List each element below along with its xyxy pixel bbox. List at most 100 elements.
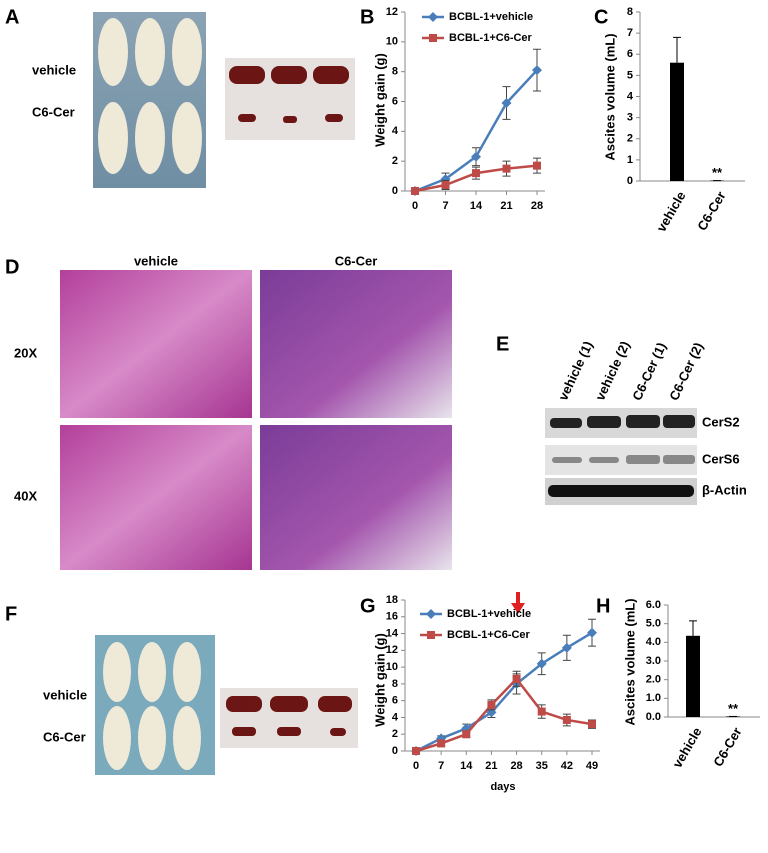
marker [472, 169, 480, 178]
x-tick-label: 0 [412, 200, 418, 212]
y-tick-label: 0 [392, 185, 398, 197]
marker [412, 747, 420, 755]
row-label: C6-Cer [43, 729, 86, 744]
bar [670, 62, 684, 182]
error-bar [689, 620, 697, 636]
y-tick-label: 0.0 [646, 711, 661, 723]
panel-label: A [5, 6, 19, 28]
y-tick-label: 7 [627, 27, 633, 39]
panel-label: D [5, 256, 19, 278]
lane-label: C6-Cer (2) [666, 340, 706, 403]
spleens [229, 66, 349, 123]
marker [588, 720, 596, 729]
y-tick-label: 2 [392, 728, 398, 740]
row-label: 40X [14, 488, 37, 503]
y-tick-label: 18 [386, 594, 398, 606]
x-tick-label: 49 [586, 760, 598, 772]
panel-label: E [496, 333, 509, 355]
y-tick-label: 4 [392, 125, 399, 137]
marker [437, 739, 446, 748]
y-tick-label: 3 [627, 112, 633, 124]
y-tick-label: 6.0 [646, 599, 661, 611]
histology-image [260, 270, 452, 418]
marker [536, 658, 547, 669]
bar [686, 635, 700, 717]
x-axis-label: days [490, 781, 515, 793]
legend-marker [427, 631, 435, 639]
x-tick-label: 0 [413, 760, 419, 772]
row-label: 20X [14, 345, 37, 360]
marker [471, 151, 481, 162]
x-tick-label: 28 [510, 760, 522, 772]
y-tick-label: 0 [627, 175, 633, 187]
x-tick-label: 7 [438, 760, 444, 772]
y-tick-label: 3.0 [646, 655, 661, 667]
legend-marker [426, 609, 436, 619]
row-label: vehicle [32, 62, 76, 77]
y-tick-label: 6 [392, 95, 398, 107]
y-tick-label: 5 [627, 69, 633, 81]
x-tick-label: 7 [442, 200, 448, 212]
y-tick-label: 4 [627, 90, 634, 102]
marker [587, 627, 597, 638]
y-axis-label: Weight gain (g) [372, 633, 387, 727]
y-tick-label: 12 [386, 644, 398, 656]
row-label: vehicle [43, 687, 87, 702]
y-axis-label: Ascites volume (mL) [602, 33, 617, 160]
y-tick-label: 1 [627, 154, 633, 166]
y-tick-label: 2 [392, 155, 398, 167]
marker [441, 181, 450, 190]
series-line [415, 676, 593, 753]
marker [562, 715, 571, 724]
y-tick-label: 14 [386, 627, 399, 639]
mice [98, 18, 202, 174]
x-tick-label: 14 [460, 760, 473, 772]
y-tick-label: 1.0 [646, 692, 661, 704]
x-tick-label: 35 [536, 760, 548, 772]
significance: ** [728, 701, 739, 716]
x-tick-label: 21 [500, 200, 512, 212]
significance: ** [712, 165, 723, 180]
marker [512, 674, 521, 683]
marker [561, 642, 572, 653]
x-tick-label: 28 [531, 200, 543, 212]
y-tick-label: 5.0 [646, 618, 661, 630]
row-label: C6-Cer [32, 104, 75, 119]
panel-label: C [594, 6, 608, 28]
y-tick-label: 4 [392, 711, 399, 723]
spleens [226, 696, 352, 736]
arrow [511, 592, 525, 614]
band-label: CerS2 [702, 414, 740, 429]
x-tick-label: C6-Cer [710, 725, 744, 769]
western-blot [545, 408, 697, 505]
x-tick-label: vehicle [670, 725, 705, 771]
y-tick-label: 8 [627, 6, 633, 18]
x-tick-label: 42 [561, 760, 573, 772]
marker [502, 164, 511, 173]
mice [103, 642, 201, 770]
y-tick-label: 16 [386, 611, 398, 623]
marker [462, 730, 471, 739]
x-tick-label: 14 [470, 200, 483, 212]
y-tick-label: 8 [392, 66, 398, 78]
y-tick-label: 8 [392, 678, 398, 690]
y-tick-label: 10 [386, 661, 398, 673]
legend-label: BCBL-1+C6-Cer [449, 32, 533, 44]
y-tick-label: 6 [392, 695, 398, 707]
marker [411, 187, 419, 195]
histology-image [60, 270, 252, 418]
histology-image [260, 425, 452, 570]
y-tick-label: 12 [386, 6, 398, 18]
x-tick-label: C6-Cer [694, 189, 728, 233]
histology-image [60, 425, 252, 570]
y-tick-label: 2.0 [646, 674, 661, 686]
column-label: C6-Cer [335, 253, 378, 268]
marker [501, 97, 512, 108]
legend-marker [429, 34, 437, 42]
marker [537, 707, 546, 716]
legend-label: BCBL-1+vehicle [449, 11, 533, 23]
panel-label: H [596, 595, 610, 617]
lane-label: vehicle (2) [592, 339, 632, 403]
column-label: vehicle [134, 253, 178, 268]
legend-label: BCBL-1+vehicle [447, 608, 531, 620]
